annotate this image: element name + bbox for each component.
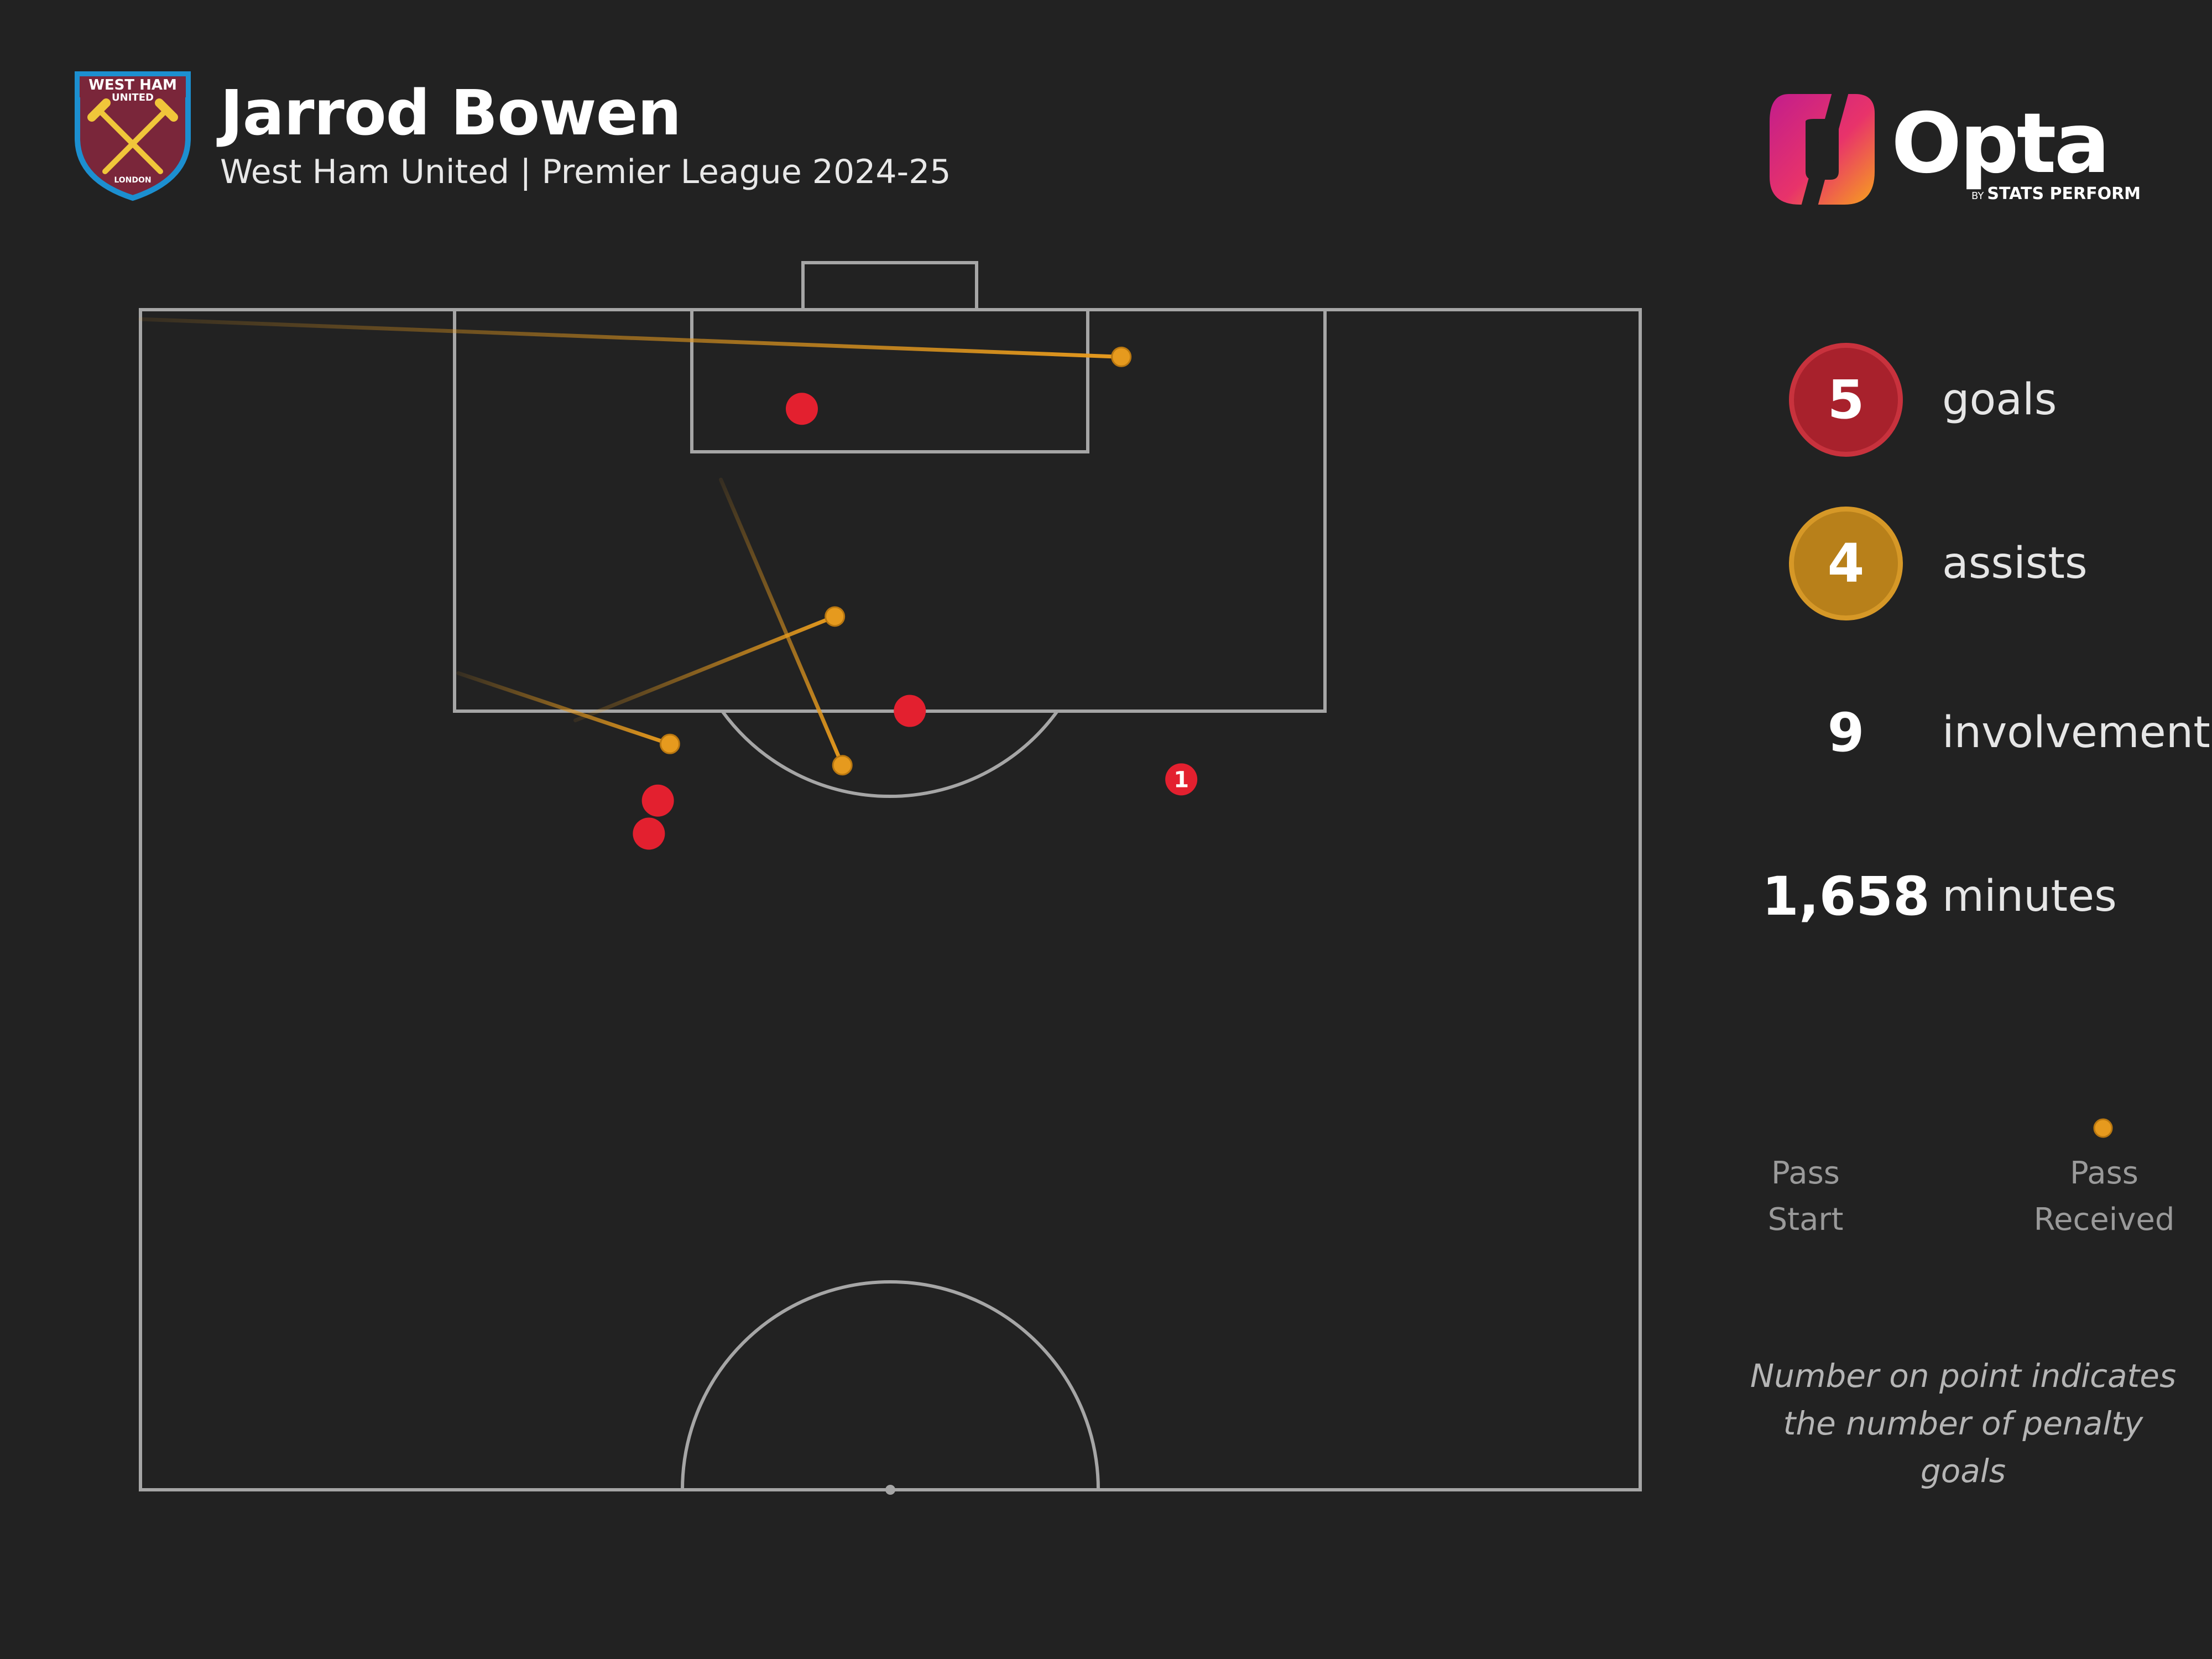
crest-top-text: WEST HAM	[88, 77, 177, 93]
penalty-note: Number on point indicates the number of …	[1750, 1357, 2177, 1490]
goals-count: 5	[1789, 343, 1903, 457]
stat-minutes: 1,658 minutes	[1762, 839, 2212, 967]
goal-point	[641, 784, 674, 817]
goal-frame	[801, 261, 978, 311]
centre-circle	[681, 1280, 1100, 1490]
penalty-arc	[721, 710, 1059, 799]
minutes-label: minutes	[1942, 872, 2117, 921]
centre-spot	[885, 1485, 895, 1495]
minutes-count: 1,658	[1762, 865, 1930, 927]
goal-penalty-count: 1	[1173, 767, 1189, 792]
assist-pass-line	[456, 671, 672, 746]
assist-layer	[138, 317, 1132, 776]
assist-received-point	[659, 733, 680, 754]
crest-mid-text: UNITED	[112, 92, 154, 103]
legend-pass-received: Pass Received	[2033, 1155, 2175, 1238]
legend-pass-line	[1804, 1118, 2113, 1138]
assist-pass-line	[138, 317, 1124, 359]
brand-name: Opta	[1891, 96, 2110, 192]
brand-sub-text: STATS PERFORM	[1987, 184, 2141, 204]
assists-count: 4	[1789, 507, 1903, 620]
involvements-count: 9	[1827, 702, 1865, 764]
goal-point	[785, 393, 818, 425]
stat-assists: 4 assists	[1783, 507, 2212, 634]
page-subtitle: West Ham United | Premier League 2024-25	[220, 153, 951, 191]
legend-pass-start: Pass Start	[1767, 1155, 1844, 1238]
legend-received-dot	[2093, 1118, 2113, 1138]
goal-point	[1165, 763, 1198, 796]
pitch-outline	[139, 308, 1642, 1491]
opta-logo-icon	[1770, 88, 1875, 210]
crossed-hammers-icon	[87, 98, 178, 174]
involvements-label: involvements	[1942, 708, 2212, 758]
goal-point	[633, 817, 665, 850]
stat-goals: 5 goals	[1783, 343, 2212, 470]
assists-label: assists	[1942, 539, 2088, 588]
west-ham-crest: WEST HAM UNITED LONDON	[75, 71, 191, 201]
pitch-lines	[139, 261, 1642, 1491]
goal-point	[894, 695, 926, 727]
assist-pass-line	[573, 614, 837, 723]
assist-received-point	[825, 606, 846, 627]
page-title: Jarrod Bowen	[220, 77, 681, 149]
penalty-box	[453, 308, 1327, 713]
assist-received-point	[1111, 346, 1132, 367]
goal-layer: 1	[633, 393, 1198, 850]
assist-pass-line	[719, 477, 844, 768]
crest-bottom-text: LONDON	[114, 176, 151, 185]
six-yard-box	[690, 308, 1089, 453]
stat-involvements: 9 involvements	[1783, 676, 2212, 803]
goals-label: goals	[1942, 375, 2057, 425]
assist-received-point	[832, 755, 853, 776]
brand-subtitle: BY STATS PERFORM	[1971, 184, 2141, 204]
brand-by: BY	[1971, 190, 1984, 202]
crest-banner	[80, 76, 186, 97]
